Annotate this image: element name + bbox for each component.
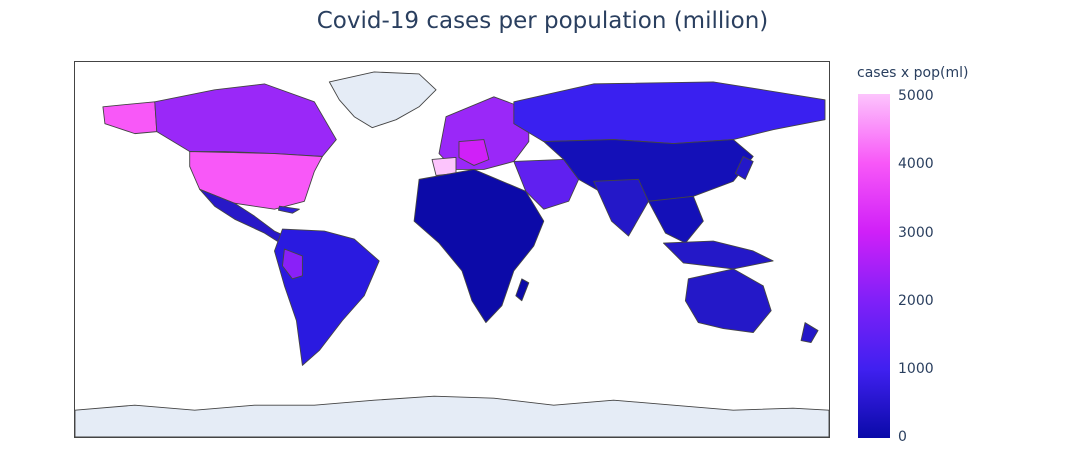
france-italy	[458, 139, 490, 166]
colorbar-tick-4000: 4000	[898, 156, 934, 172]
caribbean	[278, 205, 300, 214]
canada	[154, 83, 337, 157]
choropleth-map[interactable]	[74, 61, 830, 438]
colorbar-tick-1000: 1000	[898, 361, 934, 377]
usa	[189, 151, 323, 210]
spain	[431, 157, 457, 176]
alaska	[102, 101, 158, 135]
australia	[684, 268, 772, 334]
south-america	[274, 228, 380, 366]
world-map-svg	[75, 71, 829, 437]
colorbar-title: cases x pop(ml)	[857, 65, 969, 81]
colorbar-tick-5000: 5000	[898, 88, 934, 104]
peru-chile	[282, 248, 303, 280]
map-title: Covid-19 cases per population (million)	[316, 8, 769, 34]
colorbar-tick-3000: 3000	[898, 225, 934, 241]
greenland	[328, 71, 437, 129]
southeast-asia	[648, 195, 704, 244]
india	[593, 178, 649, 237]
new-zealand	[800, 322, 819, 343]
japan	[734, 156, 754, 180]
colorbar-tick-2000: 2000	[898, 293, 934, 309]
colorbar-gradient	[858, 94, 890, 438]
madagascar	[515, 278, 530, 302]
colorbar-tick-0: 0	[898, 429, 907, 445]
russia	[513, 81, 826, 145]
antarctica	[75, 395, 829, 437]
asia	[543, 139, 754, 202]
africa	[413, 168, 545, 324]
indonesia	[662, 240, 774, 270]
